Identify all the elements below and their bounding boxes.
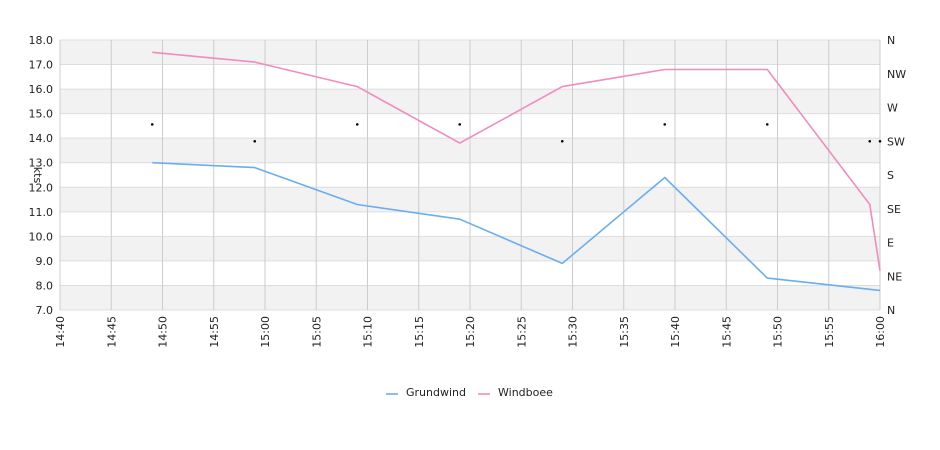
y-tick-label: 7.0 <box>36 304 54 317</box>
x-tick-label: 15:00 <box>259 316 272 348</box>
legend: Grundwind Windboee <box>386 386 553 399</box>
y-tick-label: 12.0 <box>29 181 54 194</box>
direction-marker <box>663 123 667 126</box>
y-tick-label: 8.0 <box>36 279 54 292</box>
direction-tick-label: SW <box>887 135 905 148</box>
direction-markers <box>150 123 882 143</box>
x-tick-label: 14:55 <box>208 316 221 348</box>
series-line-grundwind <box>152 161 881 292</box>
y-tick-label: 17.0 <box>29 59 54 72</box>
direction-tick-label: N <box>887 304 895 317</box>
legend-label: Windboee <box>498 386 553 399</box>
x-tick-label: 16:00 <box>874 316 887 348</box>
x-tick-label: 15:30 <box>567 316 580 348</box>
direction-marker <box>560 139 564 143</box>
y-tick-label: 15.0 <box>29 108 54 121</box>
x-tick-label: 15:55 <box>823 316 836 348</box>
x-tick-label: 15:15 <box>413 316 426 348</box>
x-tick-label: 15:10 <box>362 316 375 348</box>
direction-marker <box>868 139 872 143</box>
x-tick-label: 15:20 <box>464 316 477 348</box>
direction-marker <box>458 123 462 126</box>
y-axis-label: kts <box>31 167 44 184</box>
y-tick-label: 11.0 <box>29 206 54 219</box>
y-axis-ticks: 7.0 8.0 9.0 10.0 11.0 12.0 13.0 14.0 15.0 16.0 17.… <box>29 34 54 317</box>
direction-marker <box>765 123 769 126</box>
direction-marker <box>150 123 154 126</box>
x-tick-label: 14:40 <box>54 316 67 348</box>
series-lines <box>152 51 881 292</box>
direction-marker <box>355 123 359 126</box>
direction-tick-label: NE <box>887 270 902 283</box>
y-tick-label: 14.0 <box>29 132 54 145</box>
x-tick-label: 15:45 <box>720 316 733 348</box>
direction-marker <box>253 139 257 143</box>
x-tick-label: 14:50 <box>157 316 170 348</box>
direction-tick-label: SE <box>887 203 901 216</box>
y-tick-label: 16.0 <box>29 83 54 96</box>
x-tick-label: 15:35 <box>618 316 631 348</box>
y-tick-label: 18.0 <box>29 34 54 47</box>
y-tick-label: 9.0 <box>36 255 54 268</box>
direction-axis-ticks: N NE E SE S SW W NW N <box>887 34 906 317</box>
x-tick-label: 15:50 <box>772 316 785 348</box>
x-tick-label: 15:25 <box>515 316 528 348</box>
direction-tick-label: N <box>887 34 895 47</box>
series-line-windboee <box>152 51 881 271</box>
x-tick-label: 15:40 <box>669 316 682 348</box>
grid-lines <box>59 39 881 311</box>
legend-label: Grundwind <box>406 386 466 399</box>
y-tick-label: 13.0 <box>29 157 54 170</box>
direction-tick-label: W <box>887 102 898 115</box>
y-tick-label: 10.0 <box>29 230 54 243</box>
direction-tick-label: E <box>887 237 894 250</box>
direction-marker <box>878 139 882 143</box>
x-tick-label: 15:05 <box>310 316 323 348</box>
x-axis-ticks: 14:40 14:45 14:50 14:55 15:00 15:05 15:10 15:15… <box>54 316 887 348</box>
direction-tick-label: NW <box>887 68 906 81</box>
x-tick-label: 14:45 <box>105 316 118 348</box>
direction-tick-label: S <box>887 169 894 182</box>
